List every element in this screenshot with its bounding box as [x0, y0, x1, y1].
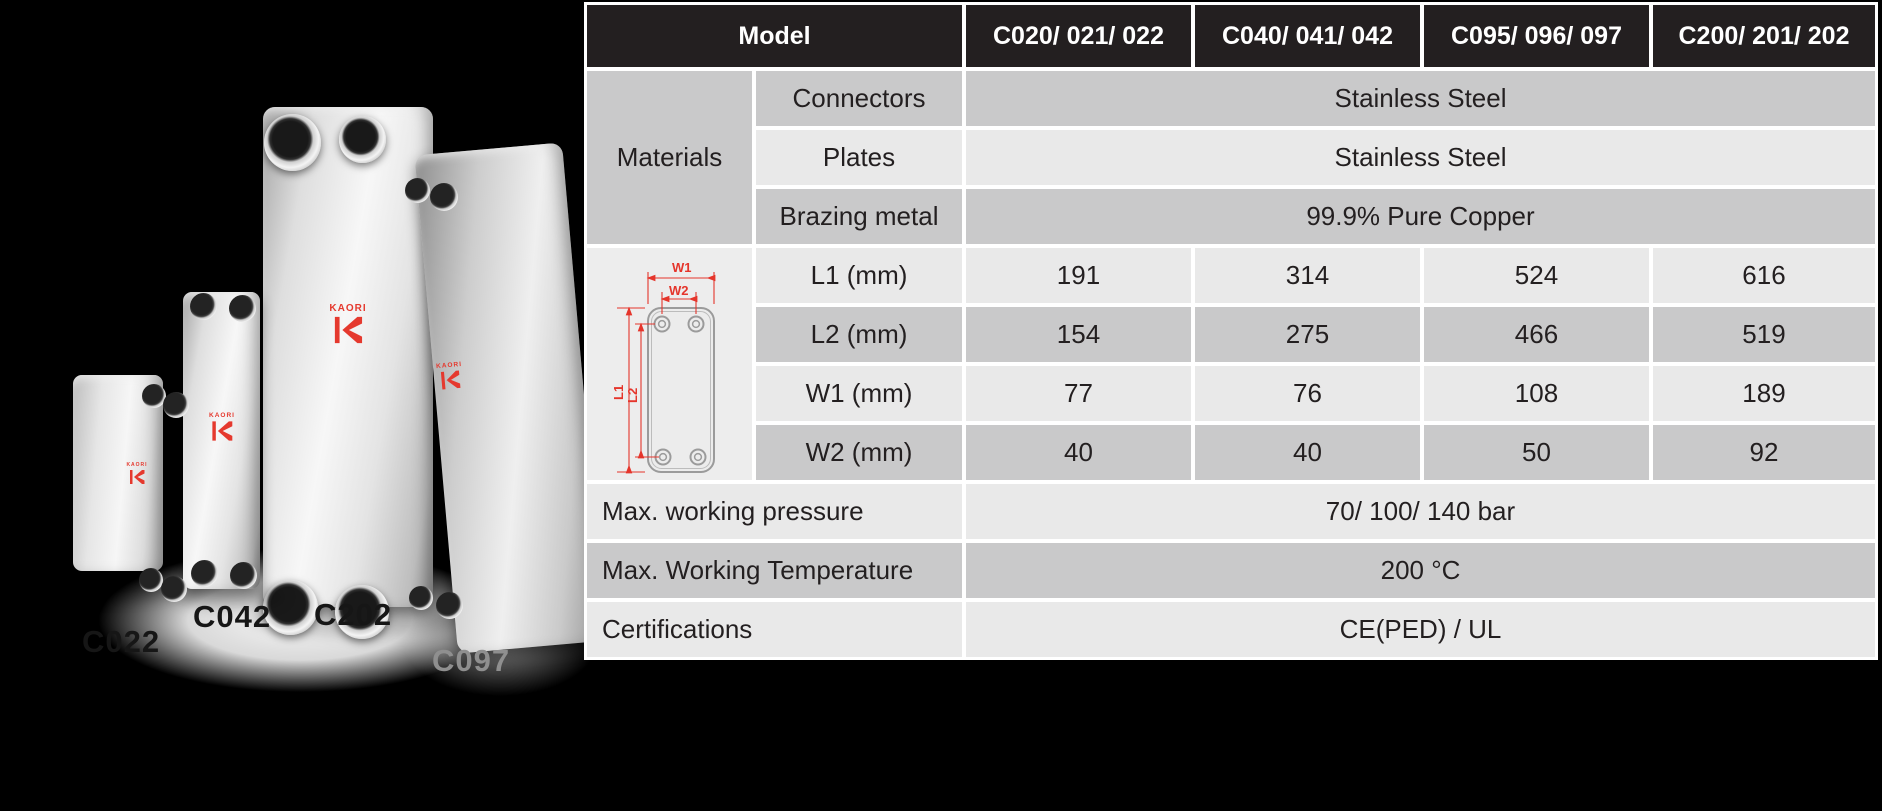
value-l1: 191 [966, 248, 1191, 303]
model-header-cell: Model [587, 5, 962, 67]
value-w1: 76 [1195, 366, 1420, 421]
value-w1: 108 [1424, 366, 1649, 421]
value-w2: 50 [1424, 425, 1649, 480]
product-label-c202: C202 [314, 597, 393, 632]
value-w2: 40 [966, 425, 1191, 480]
port-icon [430, 183, 458, 211]
row-label-w1: W1 (mm) [756, 366, 962, 421]
value-l2: 519 [1653, 307, 1875, 362]
row-label-w2: W2 (mm) [756, 425, 962, 480]
value-l2: 275 [1195, 307, 1420, 362]
value-max-working-pressure: 70/ 100/ 140 bar [966, 484, 1875, 539]
materials-group-label: Materials [587, 71, 752, 244]
port-icon [339, 116, 386, 163]
value-connectors: Stainless Steel [966, 71, 1875, 126]
product-shadow [175, 585, 285, 609]
port-icon [436, 592, 463, 619]
kaori-logo: KAORI [126, 462, 148, 485]
kaori-logo: KAORI [207, 412, 237, 442]
kaori-logo: KAORI [431, 360, 469, 391]
diagram-l1-label: L1 [611, 385, 626, 400]
kaori-k-icon [212, 421, 233, 441]
value-w1: 77 [966, 366, 1191, 421]
kaori-k-icon [440, 370, 461, 390]
value-l2: 154 [966, 307, 1191, 362]
row-label-connectors: Connectors [756, 71, 962, 126]
value-brazing-metal: 99.9% Pure Copper [966, 189, 1875, 244]
product-label-c097: C097 [432, 643, 511, 678]
row-label-plates: Plates [756, 130, 962, 185]
value-l1: 314 [1195, 248, 1420, 303]
value-certifications: CE(PED) / UL [966, 602, 1875, 657]
diagram-l2-label: L2 [625, 388, 640, 403]
value-plates: Stainless Steel [966, 130, 1875, 185]
port-icon [139, 568, 163, 592]
dimension-diagram: W1 W2 L1 L2 [587, 248, 752, 480]
port-icon [190, 293, 217, 320]
kaori-wordmark: KAORI [209, 412, 235, 419]
value-w1: 189 [1653, 366, 1875, 421]
row-label-max-working-temperature: Max. Working Temperature [587, 543, 962, 598]
model-column-header: C200/ 201/ 202 [1653, 5, 1875, 67]
port-icon [142, 384, 166, 408]
port-icon [161, 576, 187, 602]
port-icon [409, 586, 433, 610]
port-icon [405, 178, 430, 203]
model-column-header: C020/ 021/ 022 [966, 5, 1191, 67]
kaori-wordmark: KAORI [329, 303, 367, 314]
product-image-c202 [263, 107, 433, 607]
product-label-c042: C042 [193, 599, 272, 634]
value-l1: 616 [1653, 248, 1875, 303]
row-label-brazing-metal: Brazing metal [756, 189, 962, 244]
value-l1: 524 [1424, 248, 1649, 303]
value-w2: 92 [1653, 425, 1875, 480]
port-icon [230, 562, 257, 589]
model-column-header: C095/ 096/ 097 [1424, 5, 1649, 67]
value-w2: 40 [1195, 425, 1420, 480]
port-icon [264, 114, 321, 171]
product-label-c022: C022 [82, 624, 161, 659]
value-l2: 466 [1424, 307, 1649, 362]
diagram-w2-label: W2 [669, 283, 689, 298]
model-column-header: C040/ 041/ 042 [1195, 5, 1420, 67]
row-label-max-working-pressure: Max. working pressure [587, 484, 962, 539]
row-label-l2: L2 (mm) [756, 307, 962, 362]
port-icon [191, 560, 218, 587]
diagram-w1-label: W1 [672, 260, 692, 275]
port-icon [263, 580, 318, 635]
port-icon [229, 295, 256, 322]
kaori-wordmark: KAORI [126, 462, 148, 468]
spec-table: Model C020/ 021/ 022 C040/ 041/ 042 C095… [584, 2, 1878, 660]
product-image-c042 [183, 292, 260, 589]
port-icon [163, 392, 189, 418]
row-label-l1: L1 (mm) [756, 248, 962, 303]
value-max-working-temperature: 200 °C [966, 543, 1875, 598]
kaori-logo: KAORI [321, 303, 375, 345]
product-image-c022 [73, 375, 163, 571]
kaori-k-icon [130, 470, 145, 484]
kaori-k-icon [334, 316, 363, 344]
row-label-certifications: Certifications [587, 602, 962, 657]
port-icon [335, 585, 389, 639]
